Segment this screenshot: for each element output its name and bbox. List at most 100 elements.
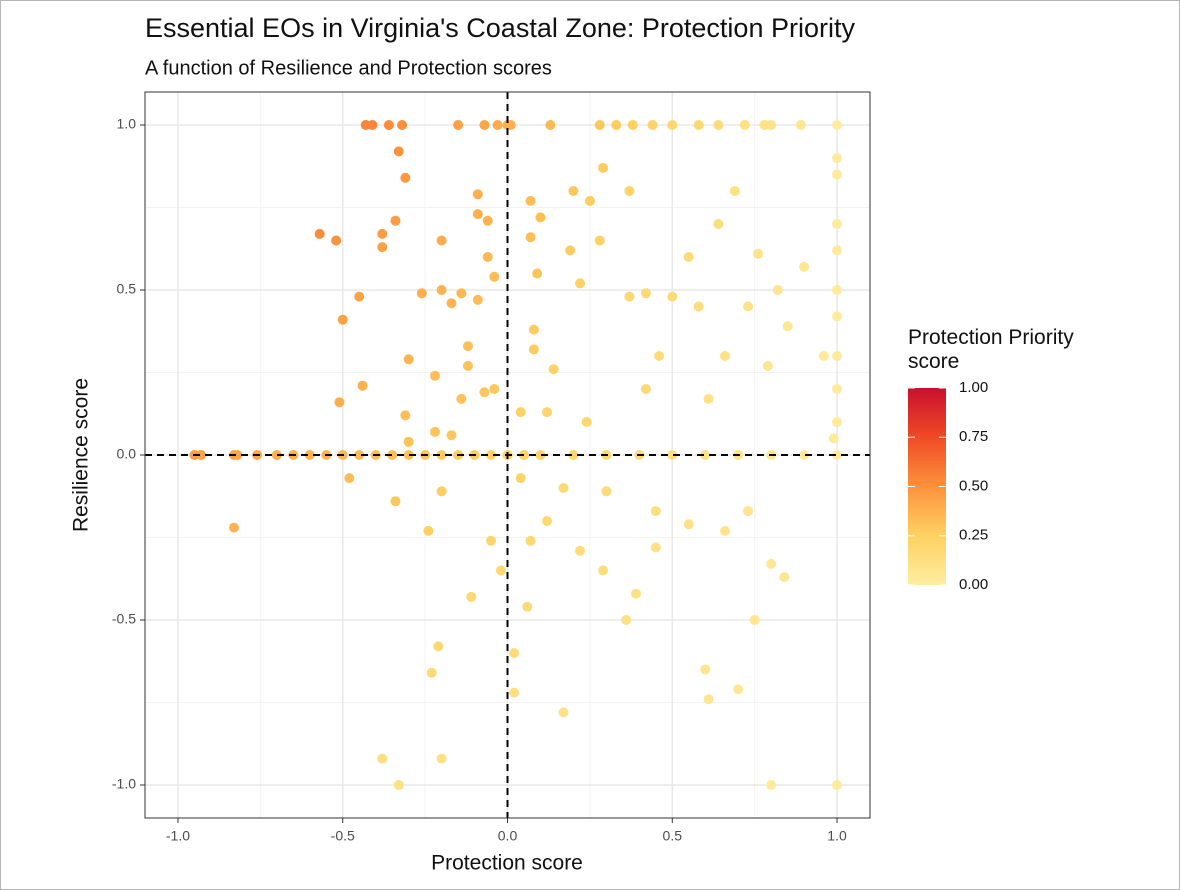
point [354, 450, 365, 460]
point [196, 450, 207, 460]
point [584, 195, 595, 206]
point [495, 565, 506, 576]
point [334, 397, 345, 408]
point [403, 450, 414, 460]
colorbar-tick-label: 1.00 [959, 379, 988, 396]
point [482, 252, 493, 262]
point [436, 486, 447, 497]
point [515, 407, 526, 418]
point [535, 450, 546, 460]
point [532, 268, 543, 279]
point [581, 417, 592, 427]
point [466, 591, 477, 602]
point [713, 219, 724, 229]
point [729, 186, 740, 196]
point [611, 120, 622, 130]
point [640, 384, 651, 394]
point [640, 288, 651, 299]
point [489, 271, 500, 282]
point [683, 519, 694, 530]
point [799, 261, 810, 272]
point [667, 291, 678, 302]
point [650, 506, 661, 517]
point [403, 354, 414, 365]
point [627, 120, 638, 130]
chart-subtitle: A function of Resilience and Protection … [145, 57, 552, 79]
point [832, 245, 843, 256]
point [594, 235, 605, 246]
point [650, 542, 661, 553]
point [766, 780, 777, 790]
x-tick-label: 1.0 [827, 828, 847, 844]
point [314, 228, 325, 239]
point [700, 664, 711, 675]
point [357, 380, 368, 391]
point [489, 384, 500, 394]
point [667, 120, 678, 130]
point [462, 341, 473, 352]
point [779, 572, 790, 583]
point [354, 291, 365, 302]
point [766, 558, 777, 569]
point [228, 522, 239, 533]
point [683, 252, 694, 262]
point [482, 215, 493, 226]
plot-border [144, 91, 871, 819]
point [436, 285, 447, 295]
y-tick-label: 0.0 [117, 446, 137, 462]
point [739, 120, 750, 130]
point [713, 120, 724, 130]
point [393, 780, 404, 790]
point [700, 450, 711, 460]
point [383, 120, 394, 130]
point [832, 384, 843, 394]
point [575, 545, 585, 556]
point [782, 321, 793, 332]
point [542, 407, 553, 418]
point [568, 450, 579, 460]
point [558, 707, 569, 718]
point [446, 298, 457, 309]
point [479, 387, 490, 398]
point [654, 351, 665, 361]
point [337, 314, 348, 325]
y-tick-label: -1.0 [112, 776, 136, 792]
point [331, 235, 342, 246]
legend-title: Protection Priority score [908, 326, 1074, 373]
point [509, 687, 520, 698]
point [647, 120, 658, 130]
point [462, 360, 473, 371]
point [446, 430, 457, 441]
point [390, 215, 401, 226]
point [631, 588, 642, 599]
x-tick-label: -0.5 [331, 828, 355, 844]
point [743, 506, 754, 517]
x-tick-label: 0.0 [498, 828, 518, 844]
point [492, 120, 503, 130]
point [486, 535, 497, 546]
point [423, 525, 434, 536]
point [430, 370, 440, 381]
point [387, 450, 398, 460]
point [565, 245, 576, 256]
point [832, 780, 843, 790]
point [832, 153, 843, 163]
point [832, 311, 843, 322]
point [594, 120, 605, 130]
point [548, 364, 559, 375]
point [416, 288, 427, 299]
point [456, 288, 467, 299]
point [749, 615, 760, 625]
point [799, 450, 810, 460]
y-tick-label: 0.5 [117, 281, 137, 297]
point [377, 228, 388, 239]
point [832, 285, 843, 295]
point [426, 667, 437, 678]
point [568, 186, 579, 196]
point [436, 450, 447, 460]
point [598, 565, 609, 576]
point [832, 120, 843, 130]
point [232, 450, 243, 460]
point [436, 753, 447, 764]
